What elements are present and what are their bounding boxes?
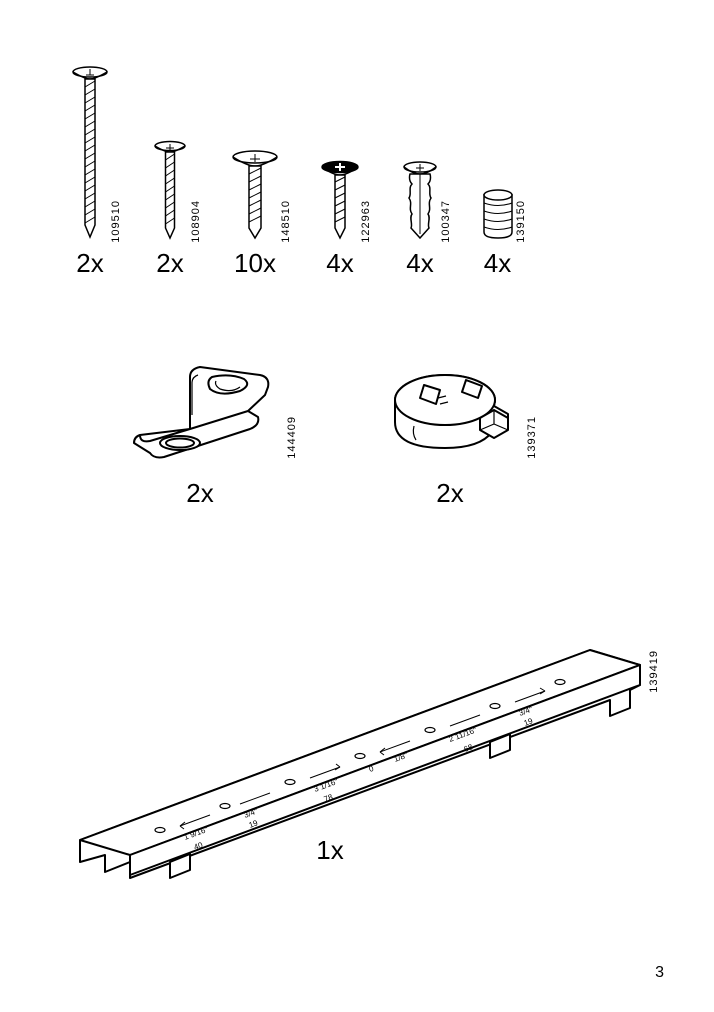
part-code-label: 144409 <box>286 416 298 459</box>
part-144409: 144409 2x <box>120 350 280 509</box>
rail-template-icon: 1 9/16" 40 3/4" 19 3 1/16" 78 0 1/8" 2 1… <box>70 630 650 890</box>
part-139150: 139150 4x <box>470 60 525 279</box>
qty-label: 2x <box>140 248 200 279</box>
wide-screw-icon <box>225 150 285 240</box>
part-code-label: 100347 <box>440 200 452 243</box>
hardware-row-1: 109510 2x 108904 2x <box>60 60 525 279</box>
part-code-label: 109510 <box>110 200 122 243</box>
part-code-label: 139419 <box>648 650 660 693</box>
anchor-icon <box>395 160 445 240</box>
hardware-row-2: 144409 2x 139371 2x <box>120 350 520 509</box>
part-code-label: 139150 <box>515 200 527 243</box>
part-code-label: 148510 <box>280 200 292 243</box>
cam-lock-icon <box>380 360 520 470</box>
medium-screw-icon <box>147 140 193 240</box>
part-code-label: 108904 <box>190 200 202 243</box>
qty-label: 4x <box>470 248 525 279</box>
qty-label: 10x <box>220 248 290 279</box>
qty-label: 2x <box>380 478 520 509</box>
part-code-label: 122963 <box>360 200 372 243</box>
dowel-icon <box>477 188 519 240</box>
part-122963: 122963 4x <box>310 60 370 279</box>
page-number: 3 <box>655 964 664 982</box>
part-100347: 100347 4x <box>390 60 450 279</box>
qty-label: 2x <box>60 248 120 279</box>
part-139371: 139371 2x <box>380 350 520 509</box>
bracket-icon <box>120 355 280 470</box>
long-screw-icon <box>65 65 115 240</box>
qty-label: 4x <box>390 248 450 279</box>
part-148510: 148510 10x <box>220 60 290 279</box>
part-109510: 109510 2x <box>60 60 120 279</box>
qty-label: 2x <box>120 478 280 509</box>
part-code-label: 139371 <box>526 416 538 459</box>
qty-label: 4x <box>310 248 370 279</box>
part-108904: 108904 2x <box>140 60 200 279</box>
black-head-screw-icon <box>315 160 365 240</box>
hardware-row-3: 1 9/16" 40 3/4" 19 3 1/16" 78 0 1/8" 2 1… <box>70 630 650 866</box>
